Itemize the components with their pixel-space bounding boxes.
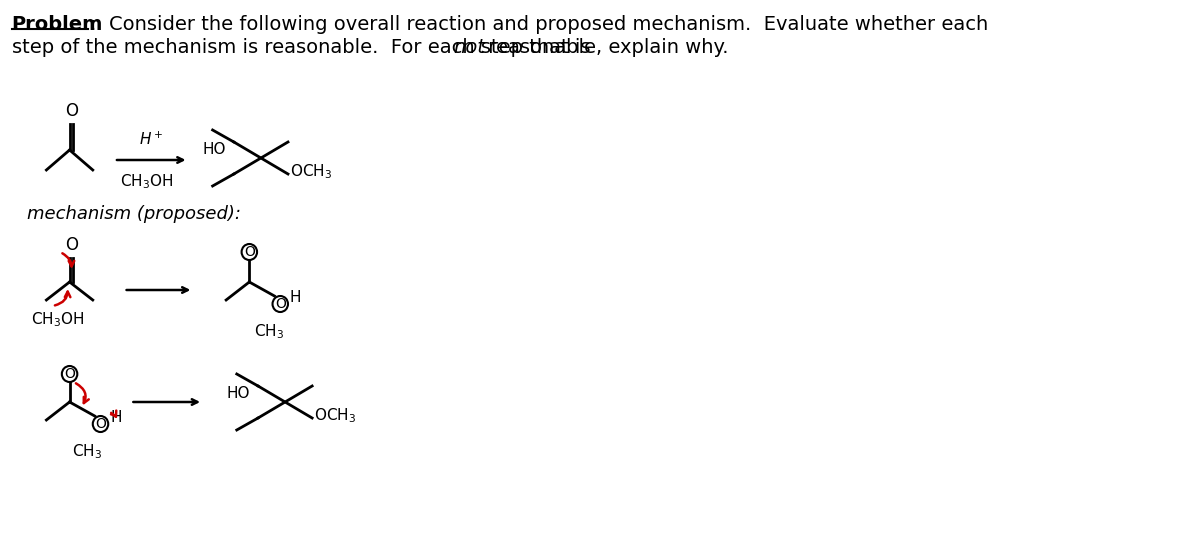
Text: CH$_3$OH: CH$_3$OH <box>120 172 174 191</box>
Text: CH$_3$: CH$_3$ <box>72 442 102 461</box>
Text: H: H <box>110 410 121 426</box>
Text: :  Consider the following overall reaction and proposed mechanism.  Evaluate whe: : Consider the following overall reactio… <box>90 15 988 34</box>
Text: CH$_3$: CH$_3$ <box>253 322 283 340</box>
Text: reasonable, explain why.: reasonable, explain why. <box>482 38 728 57</box>
Text: not: not <box>454 38 485 57</box>
Text: OCH$_3$: OCH$_3$ <box>314 406 356 425</box>
Text: step of the mechanism is reasonable.  For each step that is: step of the mechanism is reasonable. For… <box>12 38 596 57</box>
Text: O: O <box>275 297 286 311</box>
Text: O: O <box>95 417 106 431</box>
Text: HO: HO <box>227 387 251 402</box>
Text: O: O <box>65 102 78 120</box>
Text: HO: HO <box>203 142 226 157</box>
Text: O: O <box>64 367 76 381</box>
Text: $H^+$: $H^+$ <box>138 131 163 148</box>
Text: mechanism (proposed):: mechanism (proposed): <box>28 205 241 223</box>
Text: O: O <box>244 245 254 259</box>
Text: O: O <box>65 236 78 254</box>
Text: OCH$_3$: OCH$_3$ <box>290 163 332 182</box>
Text: CH$_3$OH: CH$_3$OH <box>31 310 84 329</box>
Text: Problem: Problem <box>12 15 103 34</box>
Text: H: H <box>290 290 301 305</box>
